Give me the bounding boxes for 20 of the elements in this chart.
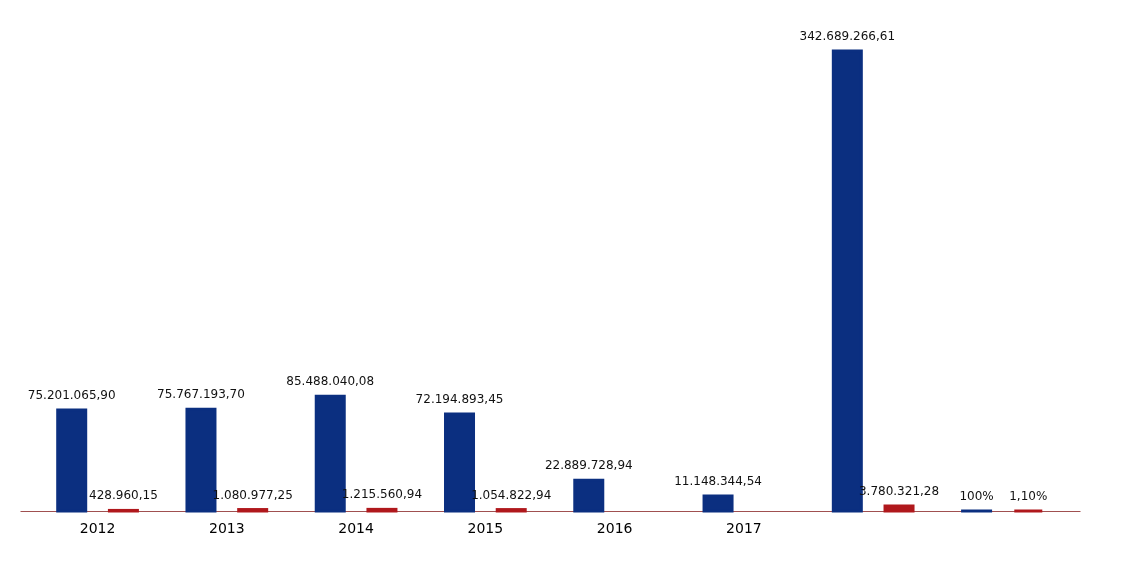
- bar: [702, 494, 734, 513]
- data-label: 100%: [959, 489, 994, 503]
- data-label: 72.194.893,45: [415, 392, 504, 407]
- bar: [573, 478, 605, 513]
- data-label: 342.689.266,61: [799, 29, 896, 43]
- data-label: 75.767.193,70: [157, 387, 245, 402]
- data-label: 11.148.344,54: [674, 474, 762, 489]
- x-tick-label: 2014: [338, 519, 374, 536]
- x-tick-label: 2016: [596, 519, 633, 536]
- bar: [883, 504, 915, 513]
- data-label: 1,10%: [1009, 489, 1048, 503]
- bar: [56, 408, 88, 513]
- x-tick-label: 2013: [209, 519, 245, 536]
- x-tick-label: 2012: [79, 519, 116, 536]
- data-label: 85.488.040,08: [286, 374, 375, 389]
- data-label: 75.201.065,90: [27, 388, 116, 403]
- data-label: 428.960,15: [89, 488, 158, 503]
- x-tick-label: 2017: [726, 519, 762, 536]
- x-tick-label: 2015: [467, 519, 504, 536]
- data-label: 22.889.728,94: [544, 458, 633, 473]
